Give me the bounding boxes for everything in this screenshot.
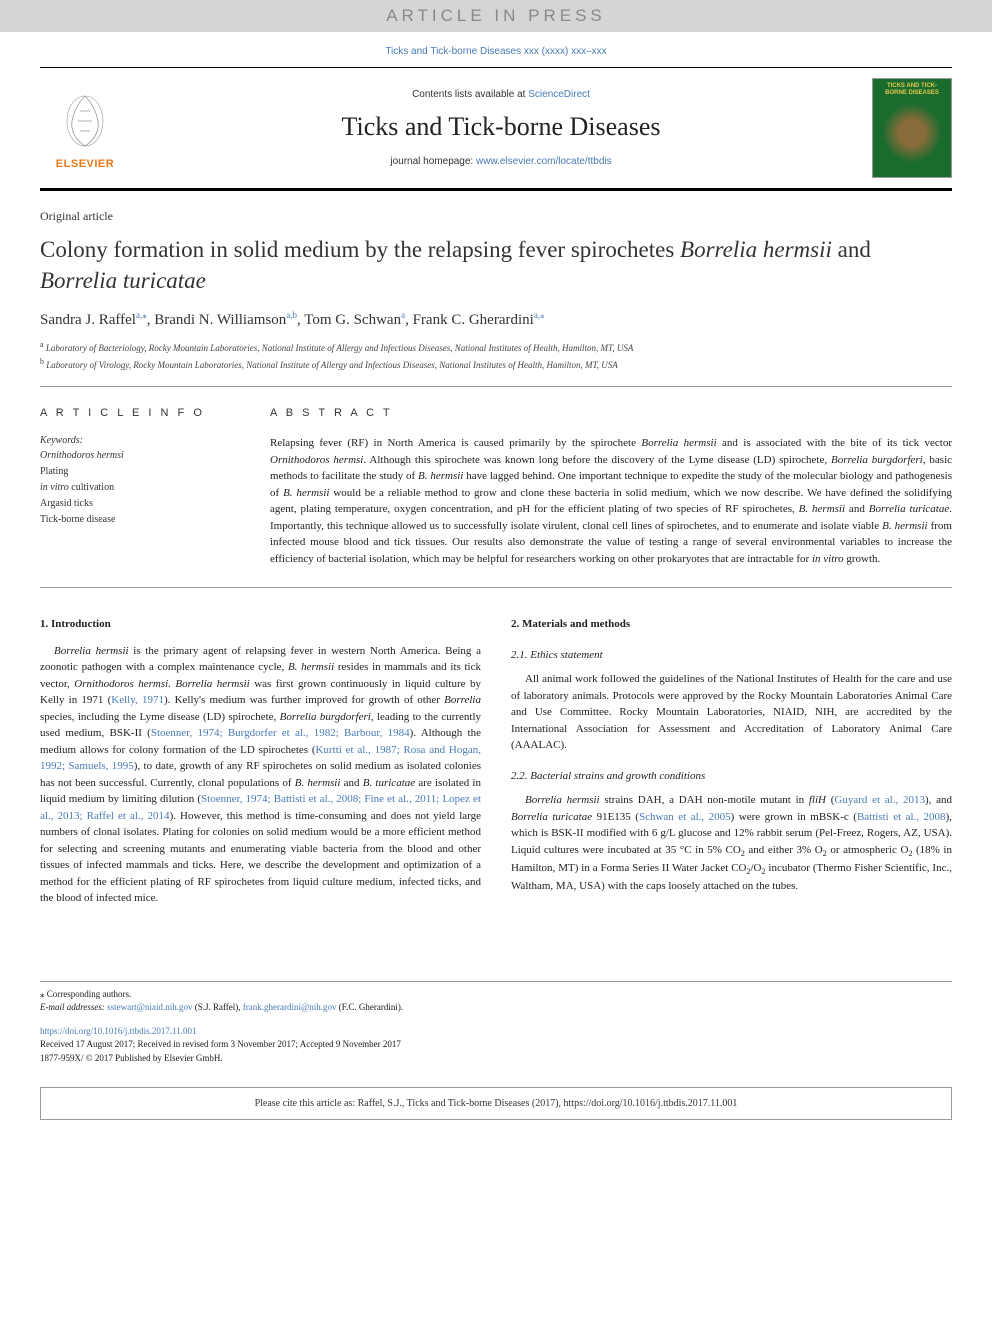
contents-available-line: Contents lists available at ScienceDirec… (130, 89, 872, 100)
sciencedirect-link[interactable]: ScienceDirect (528, 89, 590, 100)
ethics-heading: 2.1. Ethics statement (511, 647, 952, 664)
elsevier-logo: ELSEVIER (40, 86, 130, 170)
ethics-paragraph: All animal work followed the guidelines … (511, 671, 952, 754)
article-info-heading: A R T I C L E I N F O (40, 407, 240, 419)
article-title: Colony formation in solid medium by the … (40, 234, 952, 296)
introduction-paragraph: Borrelia hermsii is the primary agent of… (40, 643, 481, 907)
affiliations: a Laboratory of Bacteriology, Rocky Moun… (40, 339, 952, 372)
corresponding-author-note: ⁎ Corresponding authors. (40, 988, 952, 1002)
journal-cover-image (882, 103, 942, 163)
strains-heading: 2.2. Bacterial strains and growth condit… (511, 768, 952, 785)
left-column: 1. Introduction Borrelia hermsii is the … (40, 616, 481, 911)
author-list: Sandra J. Raffela,⁎, Brandi N. Williamso… (40, 310, 952, 329)
abstract-block: A B S T R A C T Relapsing fever (RF) in … (270, 407, 952, 567)
email-addresses-line: E-mail addresses: sstewart@niaid.nih.gov… (40, 1001, 952, 1015)
article-info-block: A R T I C L E I N F O Keywords: Ornithod… (40, 407, 240, 567)
divider (40, 587, 952, 588)
abstract-heading: A B S T R A C T (270, 407, 952, 419)
journal-cover: TICKS AND TICK-BORNE DISEASES (872, 78, 952, 178)
journal-title: Ticks and Tick-borne Diseases (130, 112, 872, 142)
right-column: 2. Materials and methods 2.1. Ethics sta… (511, 616, 952, 911)
introduction-heading: 1. Introduction (40, 616, 481, 633)
elsevier-text: ELSEVIER (56, 158, 114, 170)
journal-homepage-line: journal homepage: www.elsevier.com/locat… (130, 156, 872, 167)
citation-box: Please cite this article as: Raffel, S.J… (40, 1087, 952, 1120)
doi-link[interactable]: https://doi.org/10.1016/j.ttbdis.2017.11… (40, 1026, 197, 1036)
received-dates: Received 17 August 2017; Received in rev… (40, 1039, 401, 1049)
journal-homepage-link[interactable]: www.elsevier.com/locate/ttbdis (476, 156, 612, 167)
doi-block: https://doi.org/10.1016/j.ttbdis.2017.11… (40, 1025, 952, 1066)
journal-cover-title: TICKS AND TICK-BORNE DISEASES (877, 83, 947, 97)
elsevier-tree-icon (50, 86, 120, 156)
article-in-press-banner: ARTICLE IN PRESS (0, 0, 992, 32)
footnotes: ⁎ Corresponding authors. E-mail addresse… (40, 981, 952, 1015)
citation-top: Ticks and Tick-borne Diseases xxx (xxxx)… (40, 46, 952, 57)
article-type: Original article (40, 209, 952, 224)
keywords-label: Keywords: (40, 435, 240, 446)
methods-heading: 2. Materials and methods (511, 616, 952, 633)
keywords-list: Ornithodoros hermsiPlatingin vitro culti… (40, 448, 240, 528)
issn-copyright: 1877-959X/ © 2017 Published by Elsevier … (40, 1053, 223, 1063)
abstract-text: Relapsing fever (RF) in North America is… (270, 435, 952, 567)
strains-paragraph: Borrelia hermsii strains DAH, a DAH non-… (511, 792, 952, 894)
journal-header: ELSEVIER Contents lists available at Sci… (40, 67, 952, 191)
